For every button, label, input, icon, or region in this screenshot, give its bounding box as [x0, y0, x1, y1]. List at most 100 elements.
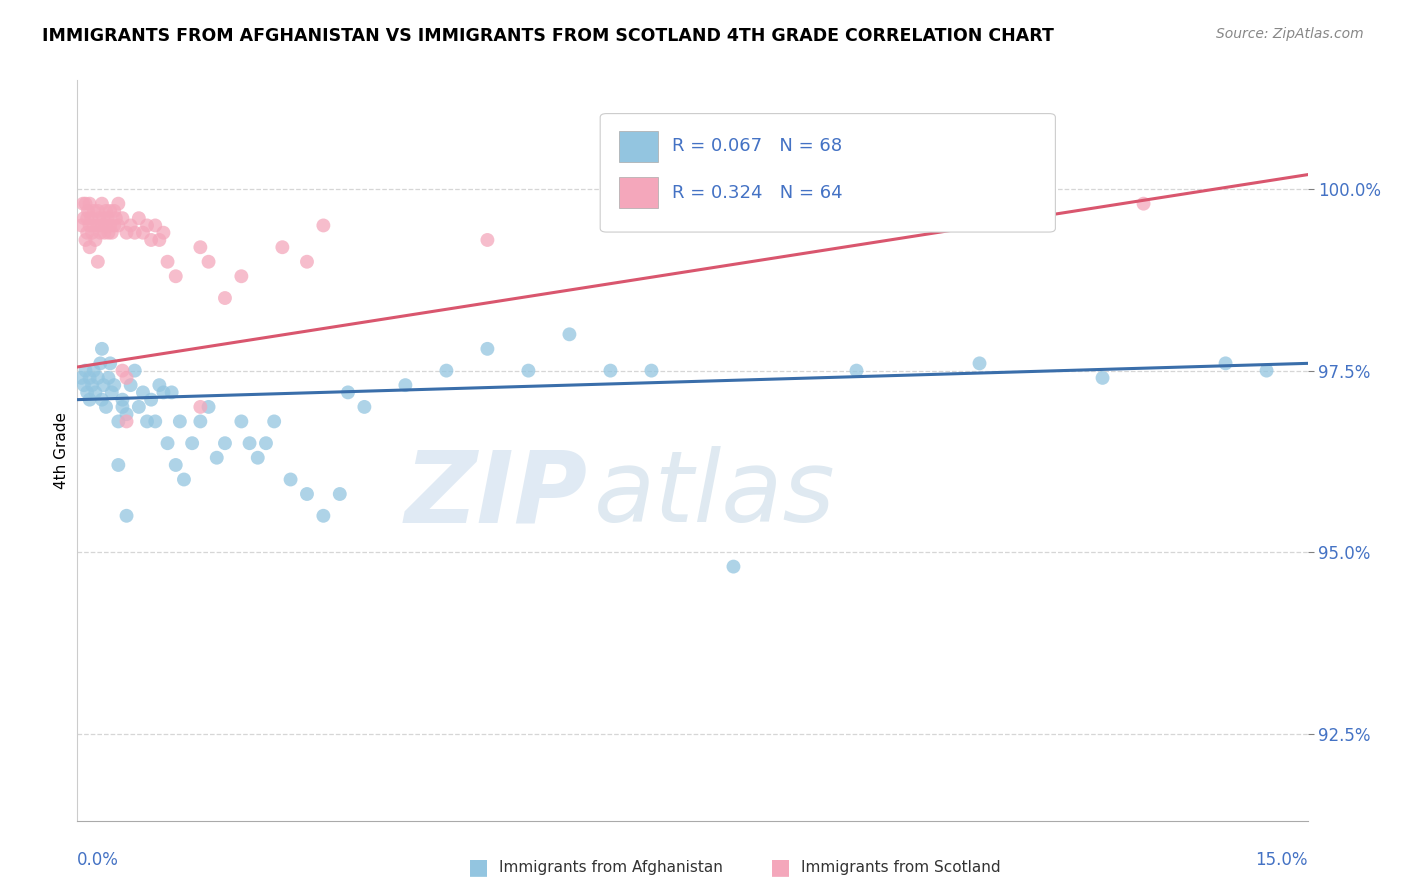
Point: [87, 254, 110, 268]
Point: [98, 203, 121, 218]
Point: [111, 400, 134, 414]
Point: [263, 414, 285, 428]
Point: [143, 219, 166, 233]
Point: [148, 378, 170, 392]
Point: [79, 196, 101, 211]
Point: [98, 219, 121, 233]
Point: [97, 226, 120, 240]
FancyBboxPatch shape: [600, 113, 1056, 232]
Point: [90, 219, 114, 233]
Point: [115, 371, 138, 385]
Point: [173, 473, 195, 487]
Point: [141, 392, 163, 407]
Point: [205, 450, 228, 465]
Point: [115, 508, 138, 523]
Text: ZIP: ZIP: [405, 446, 588, 543]
Text: Source: ZipAtlas.com: Source: ZipAtlas.com: [1216, 27, 1364, 41]
Text: 0.0%: 0.0%: [77, 851, 120, 869]
Point: [70, 219, 93, 233]
Point: [72, 196, 94, 211]
Point: [98, 356, 121, 370]
Y-axis label: 4th Grade: 4th Grade: [53, 412, 69, 489]
Point: [188, 414, 212, 428]
Point: [558, 327, 581, 342]
Point: [115, 226, 138, 240]
Point: [120, 378, 142, 392]
Text: ■: ■: [770, 857, 790, 877]
Point: [83, 203, 105, 218]
Point: [94, 400, 117, 414]
Point: [197, 254, 219, 268]
Point: [84, 233, 107, 247]
Point: [165, 269, 187, 284]
Point: [329, 487, 352, 501]
Point: [969, 356, 991, 370]
Point: [87, 203, 110, 218]
Point: [165, 458, 187, 472]
Point: [87, 371, 110, 385]
Point: [89, 211, 111, 226]
Point: [1091, 371, 1114, 385]
Point: [76, 385, 98, 400]
Point: [132, 226, 155, 240]
Point: [152, 385, 174, 400]
Point: [239, 436, 262, 450]
Point: [271, 240, 294, 254]
Text: atlas: atlas: [595, 446, 835, 543]
Point: [280, 473, 302, 487]
Point: [111, 211, 134, 226]
Point: [90, 196, 114, 211]
Point: [132, 385, 155, 400]
Point: [188, 240, 212, 254]
FancyBboxPatch shape: [619, 178, 658, 209]
Point: [97, 371, 120, 385]
Text: Immigrants from Afghanistan: Immigrants from Afghanistan: [499, 860, 723, 874]
Point: [89, 226, 111, 240]
Point: [101, 385, 124, 400]
Point: [93, 211, 115, 226]
Point: [83, 219, 105, 233]
Point: [103, 203, 125, 218]
Point: [73, 211, 96, 226]
Point: [141, 233, 163, 247]
Point: [254, 436, 277, 450]
Point: [160, 385, 183, 400]
Text: R = 0.067   N = 68: R = 0.067 N = 68: [672, 137, 842, 155]
Point: [156, 254, 179, 268]
Point: [107, 196, 129, 211]
Point: [353, 400, 375, 414]
Text: IMMIGRANTS FROM AFGHANISTAN VS IMMIGRANTS FROM SCOTLAND 4TH GRADE CORRELATION CH: IMMIGRANTS FROM AFGHANISTAN VS IMMIGRANT…: [42, 27, 1054, 45]
Point: [76, 211, 98, 226]
FancyBboxPatch shape: [619, 130, 658, 161]
Point: [312, 219, 335, 233]
Point: [104, 211, 127, 226]
Point: [75, 363, 97, 377]
Point: [115, 414, 138, 428]
Point: [107, 458, 129, 472]
Text: R = 0.324   N = 64: R = 0.324 N = 64: [672, 184, 842, 202]
Point: [188, 400, 212, 414]
Point: [181, 436, 204, 450]
Point: [214, 436, 236, 450]
Point: [87, 219, 110, 233]
Point: [124, 363, 146, 377]
Point: [84, 385, 107, 400]
Point: [845, 363, 868, 377]
Point: [82, 378, 104, 392]
Point: [73, 378, 96, 392]
Point: [79, 240, 101, 254]
Point: [77, 203, 100, 218]
Point: [337, 385, 360, 400]
Text: 15.0%: 15.0%: [1256, 851, 1308, 869]
Point: [107, 414, 129, 428]
Point: [394, 378, 416, 392]
Point: [103, 219, 125, 233]
Point: [295, 254, 318, 268]
Point: [246, 450, 269, 465]
Point: [75, 196, 97, 211]
Point: [75, 233, 97, 247]
Point: [214, 291, 236, 305]
Point: [89, 356, 111, 370]
Point: [152, 226, 174, 240]
Point: [70, 371, 93, 385]
